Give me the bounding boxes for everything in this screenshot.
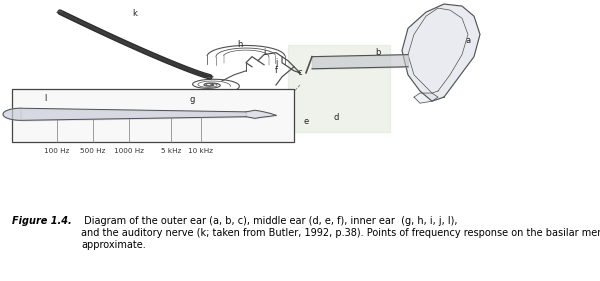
Text: c: c	[298, 68, 302, 77]
Bar	[12, 89, 294, 142]
Text: j: j	[275, 58, 277, 67]
Text: d: d	[334, 113, 338, 122]
Text: g: g	[190, 95, 194, 104]
Text: f: f	[275, 66, 277, 75]
Polygon shape	[402, 4, 480, 101]
Text: 500 Hz: 500 Hz	[80, 148, 106, 154]
Text: b: b	[376, 48, 380, 57]
Text: i: i	[263, 48, 265, 57]
Text: e: e	[304, 117, 308, 126]
Polygon shape	[414, 93, 438, 103]
Text: Figure 1.4.: Figure 1.4.	[12, 216, 71, 226]
Text: 100 Hz: 100 Hz	[44, 148, 70, 154]
Text: h: h	[238, 40, 242, 49]
Text: Diagram of the outer ear (a, b, c), middle ear (d, e, f), inner ear  (g, h, i, j: Diagram of the outer ear (a, b, c), midd…	[81, 216, 600, 250]
Text: a: a	[466, 36, 470, 45]
Text: 5 kHz: 5 kHz	[161, 148, 181, 154]
Polygon shape	[288, 44, 390, 132]
Text: k: k	[133, 9, 137, 18]
Text: 1000 Hz: 1000 Hz	[114, 148, 144, 154]
Polygon shape	[3, 108, 21, 120]
Text: l: l	[44, 94, 46, 103]
Text: 10 kHz: 10 kHz	[188, 148, 214, 154]
